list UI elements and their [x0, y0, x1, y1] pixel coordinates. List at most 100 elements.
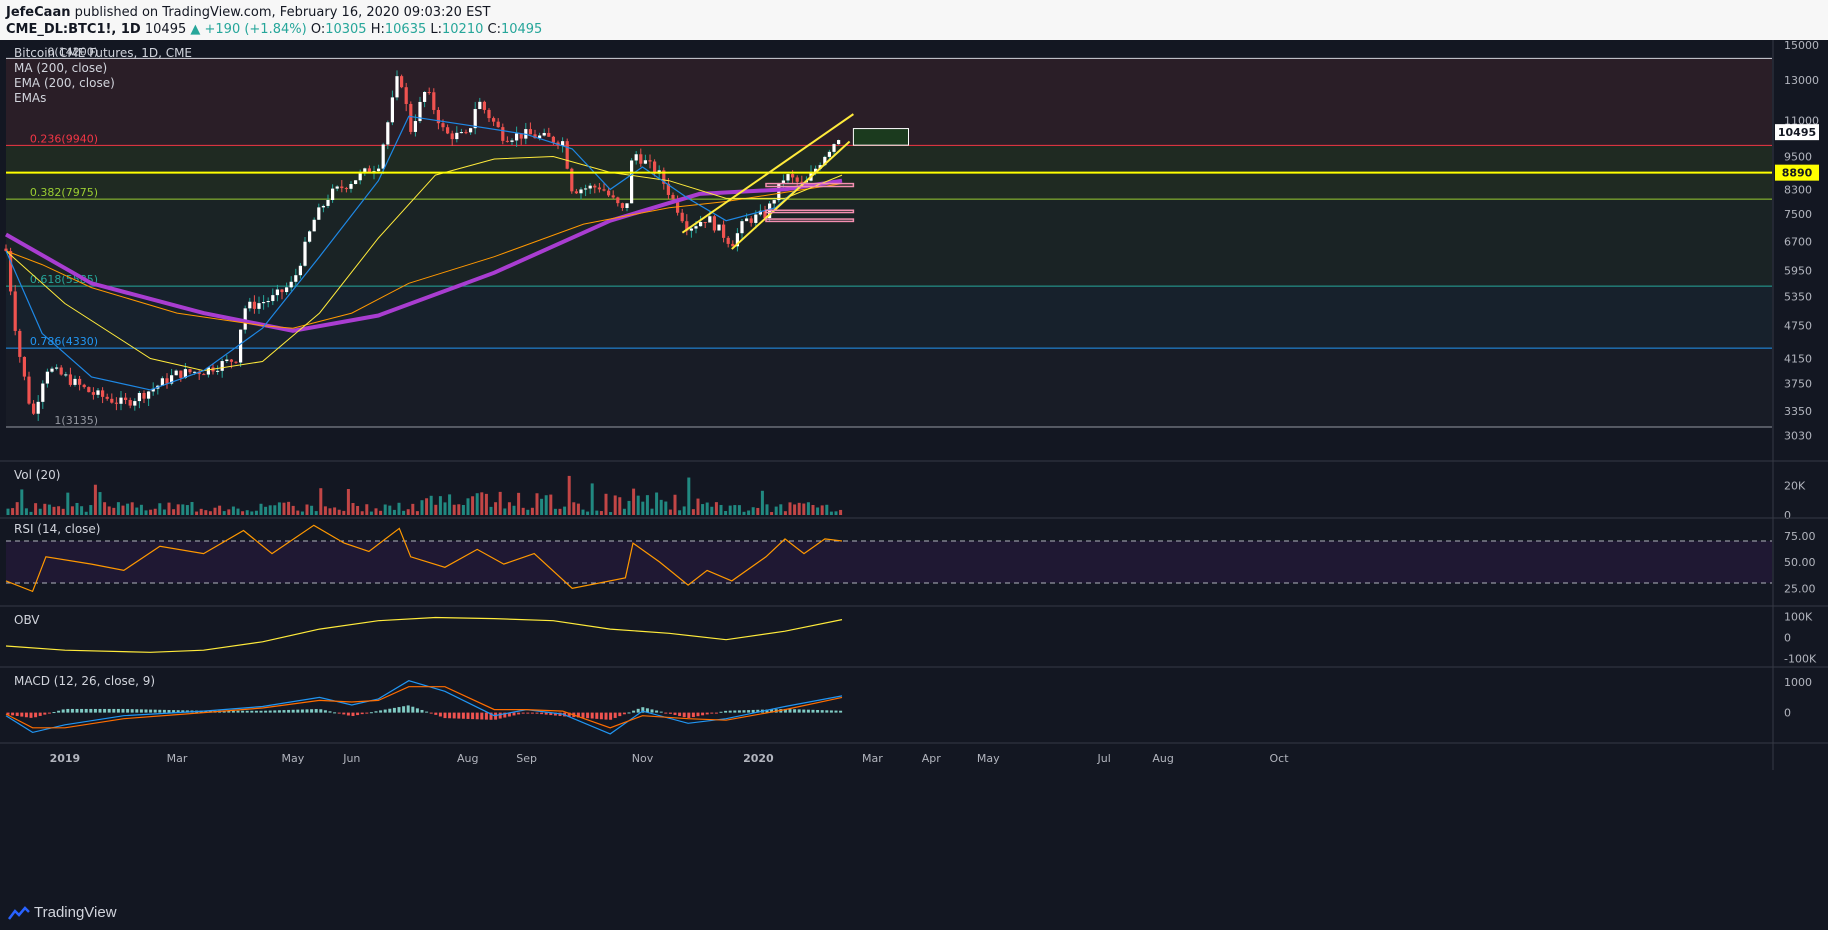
- volume-bar: [512, 505, 516, 515]
- candle-body: [142, 392, 146, 399]
- price-pane[interactable]: 0(14200)0.236(9940)0.382(7975)0.618(5585…: [4, 40, 1819, 442]
- rsi-pane[interactable]: RSI (14, close) 75.00 50.00 25.00: [5, 522, 1816, 596]
- macd-hist-bar: [448, 712, 452, 719]
- macd-hist-bar: [788, 709, 792, 713]
- volume-bar: [167, 502, 171, 515]
- volume-bar: [572, 502, 576, 515]
- price-axis[interactable]: 1500013000110009500830075006700595053504…: [1775, 40, 1819, 442]
- candle-body: [565, 141, 569, 169]
- support-box: [765, 209, 855, 214]
- rsi-tick-label: 50.00: [1784, 556, 1816, 569]
- tradingview-logo[interactable]: TradingView: [8, 904, 117, 921]
- volume-bar: [360, 511, 364, 515]
- chart-canvas[interactable]: 0(14200)0.236(9940)0.382(7975)0.618(5585…: [0, 40, 1828, 896]
- price-badge: [1775, 164, 1819, 181]
- volume-bar: [682, 506, 686, 515]
- macd-hist-bar: [369, 712, 373, 714]
- volume-pane[interactable]: Vol (20) 20K 0: [6, 468, 1806, 522]
- candle-body: [326, 199, 330, 206]
- rsi-axis: 75.00 50.00 25.00: [1784, 530, 1816, 596]
- candle-body: [367, 168, 371, 173]
- candle-body: [487, 109, 491, 119]
- macd-hist-bar: [291, 709, 295, 713]
- volume-bar: [645, 495, 649, 515]
- macd-hist-bar: [167, 709, 171, 713]
- macd-hist-bar: [526, 712, 530, 714]
- fib-band-0618-0786: [6, 286, 1772, 349]
- volume-bar: [162, 509, 166, 515]
- volume-bar: [227, 509, 231, 515]
- candle-body: [193, 371, 197, 373]
- indicator-emas[interactable]: EMAs: [14, 91, 46, 105]
- volume-bar: [659, 499, 663, 515]
- candle-body: [32, 403, 36, 414]
- volume-bar: [190, 502, 194, 515]
- volume-bar: [632, 488, 636, 515]
- macd-hist-bar: [61, 709, 65, 713]
- candle-body: [27, 376, 31, 404]
- indicator-ma200[interactable]: MA (200, close): [14, 61, 107, 75]
- close-value: 10495: [500, 22, 543, 37]
- macd-hist-bar: [24, 712, 28, 718]
- candle-body: [147, 391, 151, 399]
- price-badge-label: 10495: [1778, 126, 1816, 139]
- macd-hist-bar: [103, 708, 107, 713]
- macd-hist-bar: [834, 710, 838, 713]
- volume-bar: [765, 504, 769, 515]
- candle-body: [197, 371, 201, 375]
- candle-body: [13, 291, 17, 331]
- candle-body: [151, 388, 155, 392]
- volume-bar: [195, 511, 199, 515]
- volume-bar: [80, 506, 84, 515]
- candle-body: [349, 184, 353, 189]
- candle-body: [82, 384, 86, 388]
- drawings: [6, 113, 1772, 250]
- volume-bar: [544, 495, 548, 515]
- macd-hist-bar: [682, 712, 686, 718]
- volume-bar: [820, 505, 824, 515]
- open-label: O:: [310, 22, 326, 37]
- volume-bar: [733, 505, 737, 515]
- macd-hist-bar: [402, 706, 406, 713]
- time-axis[interactable]: 2019 Mar May Jun Aug Sep Nov 2020 Mar Apr May Jul Au…: [50, 752, 1290, 765]
- obv-pane[interactable]: OBV 100K 0 -100K: [5, 610, 1817, 666]
- volume-bar: [328, 508, 332, 515]
- volume-bar: [236, 508, 240, 515]
- candle-body: [482, 101, 486, 110]
- volume-bar: [185, 505, 189, 515]
- volume-bar: [747, 510, 751, 515]
- macd-hist-bar: [783, 708, 787, 713]
- macd-hist-bar: [107, 708, 111, 713]
- macd-hist-bar: [604, 712, 608, 720]
- volume-bar: [839, 509, 843, 515]
- price-tick-label: 3030: [1784, 429, 1812, 442]
- macd-hist-bar: [443, 712, 447, 719]
- high-value: 10635: [384, 22, 427, 37]
- candle-body: [400, 76, 404, 88]
- volume-bar: [567, 475, 571, 515]
- candle-body: [317, 207, 321, 220]
- brand-name: TradingView: [34, 904, 117, 921]
- macd-hist-bar: [11, 712, 15, 716]
- volume-bar: [273, 505, 277, 515]
- volume-bar: [443, 502, 447, 515]
- candle-body: [308, 231, 312, 242]
- volume-bar: [277, 502, 281, 515]
- volume-bar: [696, 498, 700, 515]
- volume-bar: [172, 509, 176, 515]
- macd-hist-bar: [57, 710, 61, 713]
- macd-hist-bar: [553, 712, 557, 716]
- macd-hist-bar: [429, 712, 433, 714]
- volume-bar: [553, 508, 557, 515]
- candle-body: [409, 103, 413, 132]
- macd-pane[interactable]: MACD (12, 26, close, 9) 1000 0: [5, 674, 1812, 735]
- indicator-ema200[interactable]: EMA (200, close): [14, 76, 115, 90]
- candle-body: [671, 194, 675, 199]
- volume-bar: [356, 505, 360, 515]
- candle-body: [285, 287, 289, 293]
- volume-bar: [655, 492, 659, 515]
- target-box: [852, 128, 910, 146]
- time-tick-label: 2019: [50, 752, 81, 765]
- candle-body: [726, 237, 730, 244]
- author-name[interactable]: JefeCaan: [6, 5, 71, 20]
